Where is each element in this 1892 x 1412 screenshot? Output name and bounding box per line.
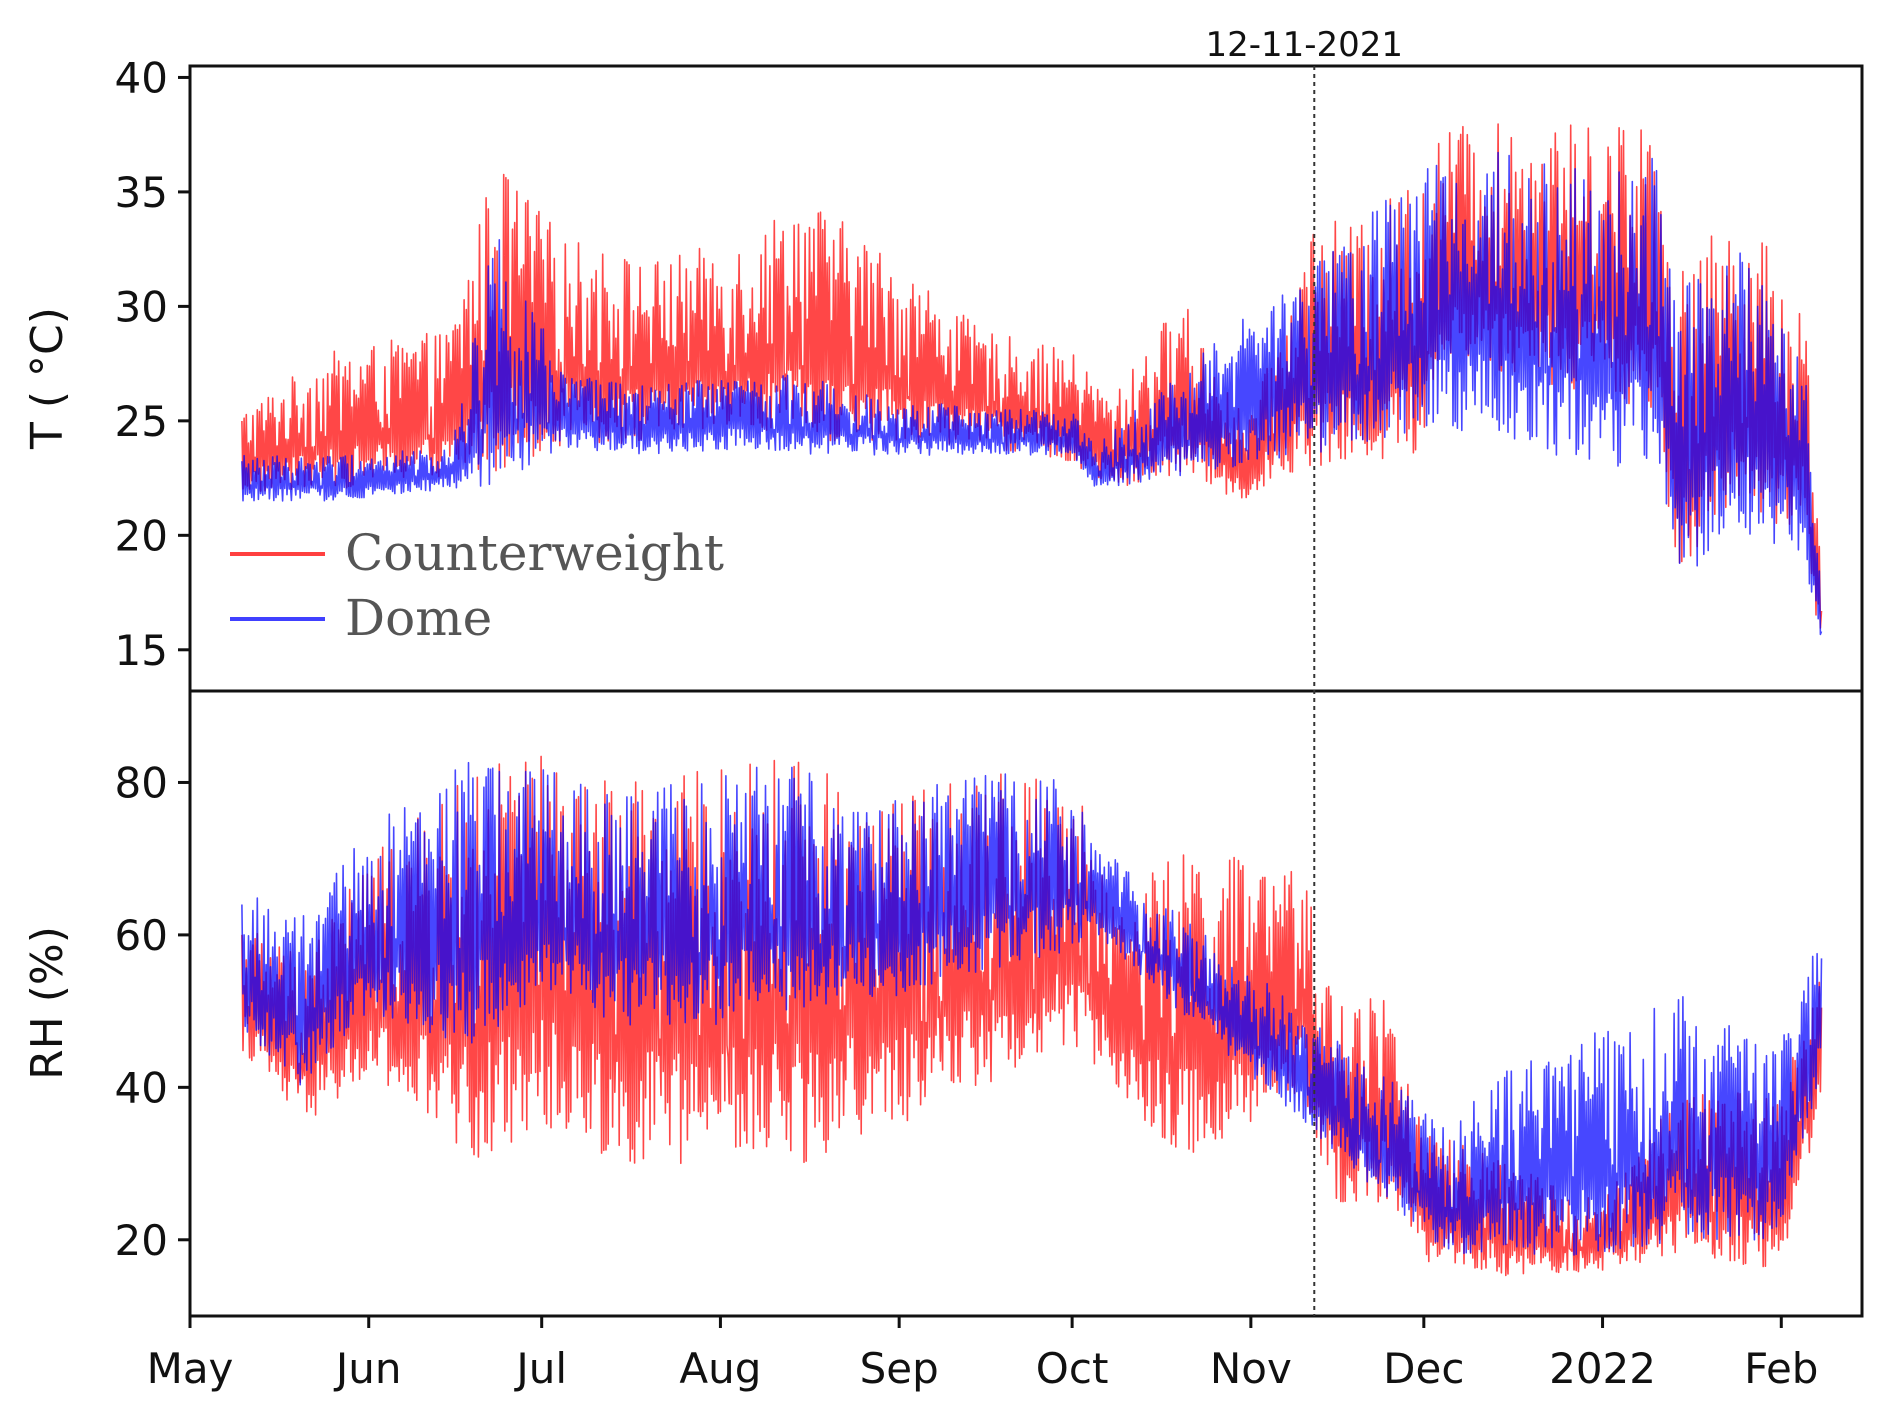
y-tick-label: 15 <box>115 626 168 675</box>
y-tick-label: 60 <box>115 911 168 960</box>
date-annotation: 12-11-2021 <box>1205 25 1403 1316</box>
humidity-axis-label: RH (%) <box>22 926 73 1080</box>
series-dome-trace <box>241 761 1823 1256</box>
y-tick-label: 40 <box>115 53 168 102</box>
x-tick-label: Oct <box>1036 1344 1109 1393</box>
annotation-date-label: 12-11-2021 <box>1205 25 1403 65</box>
humidity-plot-frame <box>188 689 1864 1318</box>
date-x-axis: May Jun Jul Aug Sep Oct Nov Dec 2022 Feb <box>147 1316 1818 1393</box>
temperature-y-axis: 15 20 25 30 35 40 <box>115 53 190 675</box>
humidity-panel: 20 40 60 80 RH (%) <box>22 689 1864 1318</box>
humidity-y-axis: 20 40 60 80 <box>115 758 190 1265</box>
x-tick-label: 2022 <box>1549 1344 1656 1393</box>
y-tick-label: 25 <box>115 397 168 446</box>
humidity-plot-area <box>241 755 1823 1277</box>
temperature-panel: 15 20 25 30 35 40 T ( °C) Counterweight Dome <box>22 53 1864 693</box>
y-tick-label: 20 <box>115 511 168 560</box>
y-tick-label: 30 <box>115 282 168 331</box>
x-tick-label: Nov <box>1210 1344 1292 1393</box>
legend: Counterweight Dome <box>230 524 724 647</box>
x-tick-label: Sep <box>860 1344 939 1393</box>
legend-label-dome: Dome <box>345 589 492 647</box>
y-tick-label: 35 <box>115 168 168 217</box>
y-tick-label: 20 <box>115 1216 168 1265</box>
legend-label-counterweight: Counterweight <box>345 524 724 582</box>
x-tick-label: Jul <box>513 1344 567 1393</box>
x-tick-label: Feb <box>1744 1344 1818 1393</box>
series-dome-trace <box>241 151 1823 636</box>
x-tick-label: Jun <box>333 1344 402 1393</box>
temperature-plot-area <box>241 123 1823 636</box>
y-tick-label: 80 <box>115 758 168 807</box>
x-tick-label: Aug <box>679 1344 761 1393</box>
temperature-axis-label: T ( °C) <box>22 307 73 450</box>
x-tick-label: May <box>147 1344 234 1393</box>
x-tick-label: Dec <box>1383 1344 1464 1393</box>
y-tick-label: 40 <box>115 1063 168 1112</box>
